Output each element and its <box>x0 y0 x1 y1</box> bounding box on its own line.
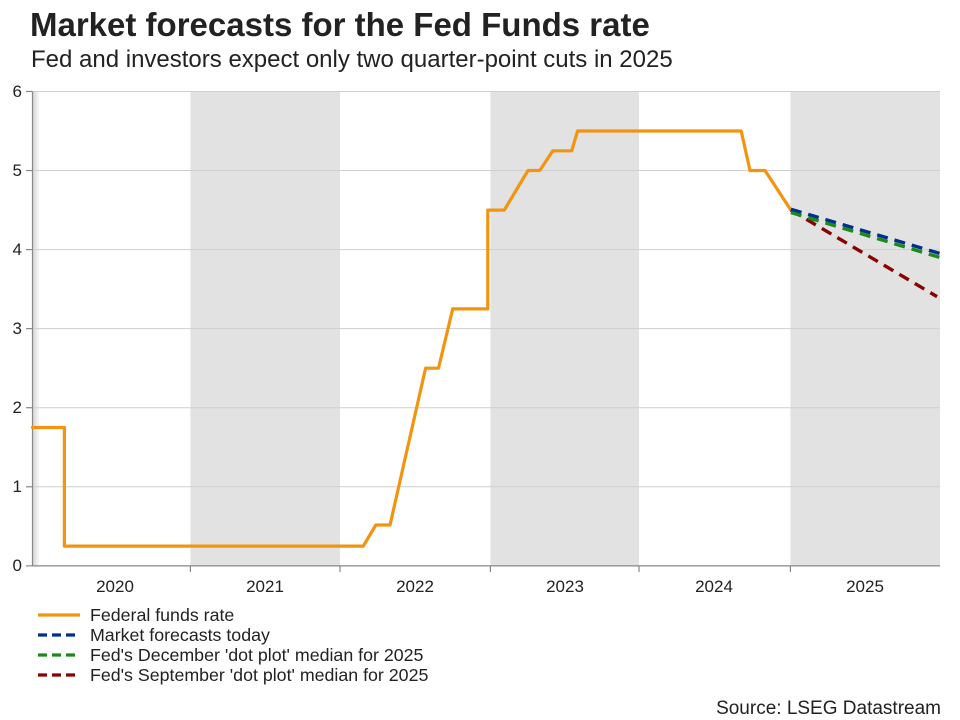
svg-text:2024: 2024 <box>695 577 733 596</box>
svg-text:Source: LSEG Datastream: Source: LSEG Datastream <box>716 698 941 719</box>
svg-text:2022: 2022 <box>396 577 434 596</box>
svg-text:2021: 2021 <box>246 577 284 596</box>
svg-text:Fed's September 'dot plot' med: Fed's September 'dot plot' median for 20… <box>90 665 428 685</box>
svg-text:5: 5 <box>13 161 22 180</box>
svg-text:4: 4 <box>13 240 22 259</box>
svg-text:2025: 2025 <box>846 577 884 596</box>
svg-text:2020: 2020 <box>96 577 134 596</box>
svg-text:0: 0 <box>13 556 22 575</box>
svg-text:Federal funds rate: Federal funds rate <box>90 605 234 625</box>
svg-text:1: 1 <box>13 477 22 496</box>
svg-text:3: 3 <box>13 319 22 338</box>
svg-text:Fed's December 'dot plot' medi: Fed's December 'dot plot' median for 202… <box>90 645 424 665</box>
svg-text:Market forecasts today: Market forecasts today <box>90 625 270 645</box>
svg-text:6: 6 <box>13 82 22 101</box>
svg-text:2: 2 <box>13 398 22 417</box>
svg-text:2023: 2023 <box>546 577 584 596</box>
